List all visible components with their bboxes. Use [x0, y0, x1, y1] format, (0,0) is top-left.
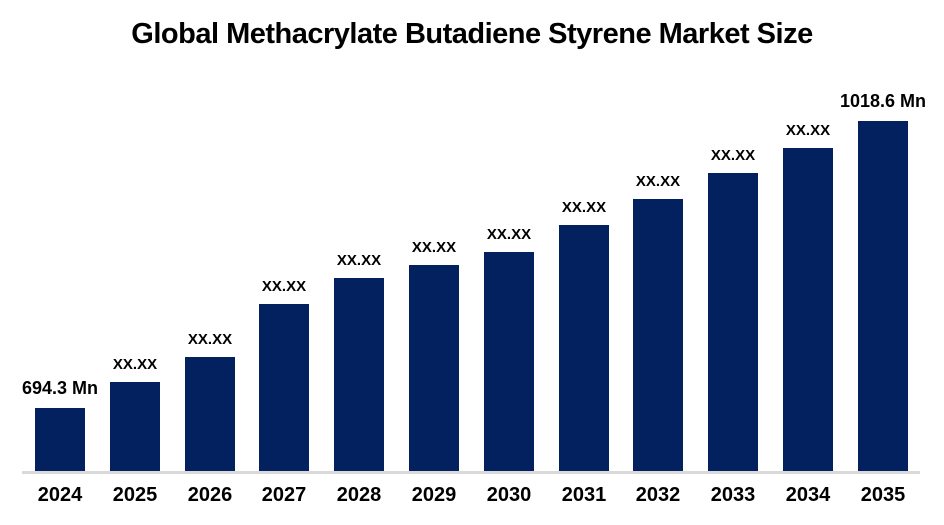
x-axis-label-2034: 2034 — [785, 484, 831, 506]
bar-2032 — [633, 199, 683, 471]
bar-column-2035: 1018.6 Mn — [840, 91, 926, 471]
bar-value-label-2031: XX.XX — [561, 198, 607, 216]
bar-value-label-2035: 1018.6 Mn — [839, 91, 927, 112]
bar-column-2029: XX.XX — [409, 239, 459, 471]
bar-2033 — [708, 173, 758, 471]
x-axis-label-2025: 2025 — [112, 484, 158, 506]
bar-2025 — [110, 382, 160, 471]
bar-column-2034: XX.XX — [783, 122, 833, 471]
bar-2026 — [185, 357, 235, 471]
x-axis-label-2024: 2024 — [37, 484, 83, 506]
bar-column-2031: XX.XX — [559, 199, 609, 471]
bar-column-2027: XX.XX — [259, 278, 309, 471]
chart-title: Global Methacrylate Butadiene Styrene Ma… — [131, 18, 813, 50]
x-axis-label-2027: 2027 — [261, 484, 307, 506]
x-axis-label-2029: 2029 — [411, 484, 457, 506]
bar-2030 — [484, 252, 534, 471]
bar-value-label-2033: XX.XX — [710, 146, 756, 164]
x-axis-label-2030: 2030 — [486, 484, 532, 506]
x-axis-label-2035: 2035 — [860, 484, 906, 506]
bar-2029 — [409, 265, 459, 471]
bar-2035 — [858, 121, 908, 471]
x-axis-label-2031: 2031 — [561, 484, 607, 506]
x-axis-label-2026: 2026 — [187, 484, 233, 506]
bar-2024 — [35, 408, 85, 471]
bar-value-label-2028: XX.XX — [336, 251, 382, 269]
bar-column-2024: 694.3 Mn — [22, 378, 98, 471]
bar-2031 — [559, 225, 609, 471]
x-axis-label-2032: 2032 — [635, 484, 681, 506]
bar-column-2028: XX.XX — [334, 252, 384, 471]
bar-column-2025: XX.XX — [110, 356, 160, 471]
bar-value-label-2025: XX.XX — [112, 355, 158, 373]
bar-value-label-2029: XX.XX — [411, 238, 457, 256]
bar-value-label-2024: 694.3 Mn — [21, 378, 99, 399]
bar-value-label-2034: XX.XX — [785, 121, 831, 139]
bar-column-2026: XX.XX — [185, 331, 235, 471]
bar-value-label-2030: XX.XX — [486, 225, 532, 243]
bar-value-label-2032: XX.XX — [635, 172, 681, 190]
bar-2028 — [334, 278, 384, 471]
bar-value-label-2026: XX.XX — [187, 330, 233, 348]
x-axis-label-2033: 2033 — [710, 484, 756, 506]
bar-column-2032: XX.XX — [633, 173, 683, 471]
bar-2027 — [259, 304, 309, 471]
bar-column-2033: XX.XX — [708, 147, 758, 471]
x-axis-line — [22, 471, 920, 474]
bar-2034 — [783, 148, 833, 471]
x-axis-label-2028: 2028 — [336, 484, 382, 506]
bar-column-2030: XX.XX — [484, 226, 534, 471]
bar-value-label-2027: XX.XX — [261, 277, 307, 295]
